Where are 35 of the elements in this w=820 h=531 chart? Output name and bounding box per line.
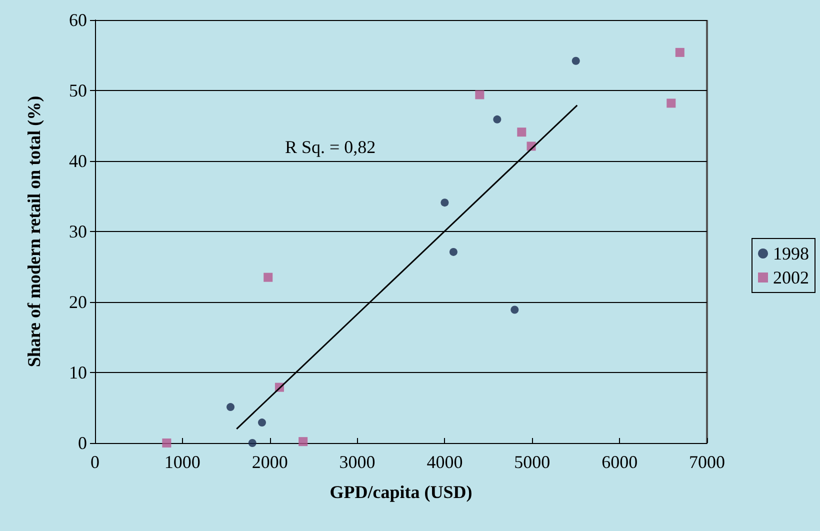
point bbox=[248, 439, 256, 447]
point bbox=[475, 90, 484, 100]
x-tick-label: 6000 bbox=[602, 452, 638, 472]
y-tick-label: 20 bbox=[69, 292, 87, 312]
point bbox=[440, 198, 449, 207]
x-tick-label: 3000 bbox=[339, 452, 376, 472]
point bbox=[666, 98, 676, 108]
point bbox=[226, 403, 235, 412]
y-axis-title: Share of modern retail on total (%) bbox=[24, 96, 44, 368]
legend-label: 1998 bbox=[773, 244, 809, 264]
x-tick-label: 1000 bbox=[164, 452, 200, 472]
point bbox=[298, 437, 308, 446]
y-tick-label: 0 bbox=[78, 433, 87, 453]
x-tick-label: 2000 bbox=[252, 452, 288, 472]
y-tick-label: 50 bbox=[69, 80, 87, 100]
point bbox=[675, 48, 684, 57]
annotation: R Sq. = 0,82 bbox=[285, 137, 376, 157]
x-tick-label: 7000 bbox=[689, 452, 725, 472]
x-axis-title: GPD/capita (USD) bbox=[330, 482, 472, 502]
point bbox=[162, 438, 172, 448]
y-tick-label: 10 bbox=[69, 362, 87, 382]
point bbox=[449, 248, 458, 256]
point bbox=[264, 272, 273, 282]
point bbox=[572, 56, 580, 65]
point bbox=[510, 306, 519, 314]
point bbox=[517, 128, 526, 137]
point bbox=[493, 115, 502, 124]
legend-label: 2002 bbox=[773, 268, 809, 288]
y-tick-label: 60 bbox=[69, 10, 87, 30]
x-tick-label: 4000 bbox=[426, 452, 463, 472]
x-tick-label: 0 bbox=[90, 452, 100, 472]
y-tick-label: 40 bbox=[69, 151, 87, 171]
x-tick-label: 5000 bbox=[514, 452, 550, 472]
point bbox=[258, 418, 266, 427]
y-tick-label: 30 bbox=[69, 222, 87, 242]
